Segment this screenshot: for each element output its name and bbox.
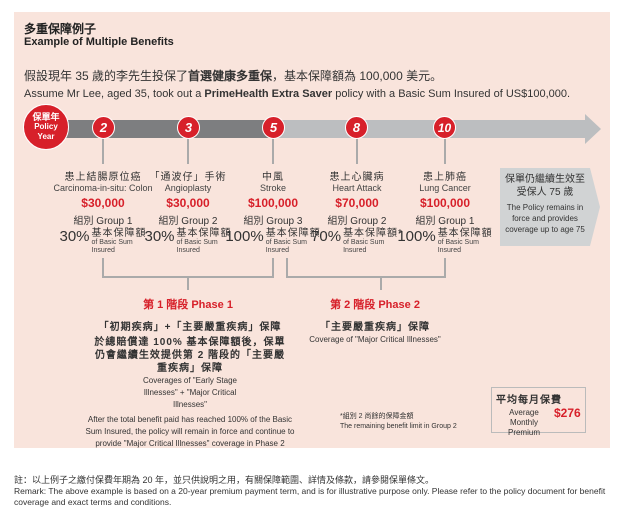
phase2-cn1: 「主要嚴重疾病」保障 bbox=[320, 322, 430, 333]
event-cn: 「通波仔」手術 bbox=[149, 172, 227, 183]
remark-cn: 註：以上例子之繳付保費年期為 20 年，並只供說明之用，有關保障範圍、詳情及條款… bbox=[14, 475, 435, 485]
phase2-text: 「主要嚴重疾病」保障 Coverage of "Major Critical I… bbox=[305, 318, 445, 344]
bracket-line bbox=[102, 258, 104, 278]
event-heart-attack: 患上心臟病 Heart Attack $70,000 組別 Group 2 70… bbox=[307, 168, 407, 255]
event-amount: $30,000 bbox=[81, 196, 125, 210]
event-amount: $100,000 bbox=[419, 196, 471, 210]
premium-box: 平均每月保費 Average Monthly Premium $276 bbox=[491, 387, 586, 437]
basic-cn: 基本保障額* bbox=[343, 228, 403, 239]
basic-en: of Basic Sum Insured bbox=[265, 239, 307, 254]
bracket-line bbox=[187, 276, 189, 290]
connector-line bbox=[444, 130, 446, 164]
bracket-line bbox=[286, 258, 288, 278]
event-pct: 70% bbox=[311, 228, 342, 245]
coverage-end-box: 保單仍繼續生效至受保人 75 歲 The Policy remains in f… bbox=[500, 168, 590, 246]
remark-en: Remark: The above example is based on a … bbox=[14, 486, 606, 507]
policy-year-cn: 保單年 bbox=[32, 112, 60, 122]
event-group: 組別 Group 2 bbox=[158, 216, 218, 227]
policy-year-badge: 保單年 Policy Year bbox=[23, 104, 69, 150]
premium-cn: 平均每月保費 bbox=[496, 395, 562, 406]
phase1-en2: After the total benefit paid has reached… bbox=[85, 415, 295, 448]
intro-cn-text: ，基本保障額為 100,000 美元。 bbox=[272, 69, 443, 83]
basic-en: of Basic Sum Insured bbox=[176, 239, 218, 254]
event-angioplasty: 「通波仔」手術 Angioplasty $30,000 組別 Group 2 3… bbox=[138, 168, 238, 255]
event-stroke: 中風 Stroke $100,000 組別 Group 3 100% 基本保障額 o… bbox=[223, 168, 323, 255]
event-en: Angioplasty bbox=[164, 183, 212, 193]
year-marker: 8 bbox=[345, 116, 368, 139]
event-pct: 30% bbox=[144, 228, 175, 245]
intro-en: Assume Mr Lee, aged 35, took out a Prime… bbox=[24, 88, 570, 100]
event-cn: 患上肺癌 bbox=[423, 172, 467, 183]
intro-cn-text: 假設現年 35 歲的李先生投保了 bbox=[24, 69, 189, 83]
event-cn: 患上結腸原位癌 bbox=[64, 172, 142, 183]
event-amount: $100,000 bbox=[247, 196, 299, 210]
event-group: 組別 Group 1 bbox=[415, 216, 475, 227]
event-pct: 100% bbox=[225, 228, 264, 245]
bracket-line bbox=[272, 258, 274, 278]
connector-line bbox=[356, 130, 358, 164]
event-amount: $70,000 bbox=[335, 196, 379, 210]
event-pct: 30% bbox=[59, 228, 90, 245]
event-lung-cancer: 患上肺癌 Lung Cancer $100,000 組別 Group 1 100… bbox=[395, 168, 495, 255]
basic-cn: 基本保障額 bbox=[265, 228, 321, 239]
footnote-en: The remaining benefit limit in Group 2 bbox=[340, 423, 457, 430]
phase1-cn2: 於總賠償達 100% 基本保障額後，保單仍會繼續生效提供第 2 階段的「主要嚴重… bbox=[94, 337, 286, 374]
event-en: Heart Attack bbox=[332, 183, 382, 193]
basic-en: of Basic Sum Insured bbox=[437, 239, 479, 254]
connector-line bbox=[102, 130, 104, 164]
coverage-end-arrow bbox=[590, 168, 600, 246]
event-group: 組別 Group 3 bbox=[243, 216, 303, 227]
event-group: 組別 Group 2 bbox=[327, 216, 387, 227]
event-cn: 中風 bbox=[262, 172, 284, 183]
phase2-label: 第 2 階段 Phase 2 bbox=[330, 299, 420, 311]
intro-cn: 假設現年 35 歲的李先生投保了首選健康多重保，基本保障額為 100,000 美… bbox=[24, 67, 442, 84]
event-group: 組別 Group 1 bbox=[73, 216, 133, 227]
event-pct: 100% bbox=[397, 228, 436, 245]
title-en: Example of Multiple Benefits bbox=[24, 36, 174, 48]
premium-en: Average Monthly Premium bbox=[507, 408, 540, 437]
policy-year-en: Policy Year bbox=[34, 122, 58, 141]
basic-cn: 基本保障額 bbox=[176, 228, 232, 239]
phase2-en1: Coverage of "Major Critical Illnesses" bbox=[309, 335, 441, 344]
connector-line bbox=[272, 130, 274, 164]
premium-amount: $276 bbox=[554, 406, 581, 420]
coverage-end-cn: 保單仍繼續生效至受保人 75 歲 bbox=[505, 174, 585, 198]
coverage-end-en: The Policy remains in force and provides… bbox=[505, 203, 585, 234]
basic-en: of Basic Sum Insured bbox=[91, 239, 133, 254]
title-cn: 多重保障例子 bbox=[24, 22, 97, 36]
event-colon: 患上結腸原位癌 Carcinoma-in-situ: Colon $30,000… bbox=[53, 168, 153, 255]
phase1-text: 「初期疾病」+「主要嚴重疾病」保障 於總賠償達 100% 基本保障額後，保單仍會… bbox=[80, 318, 300, 450]
product-name-en: PrimeHealth Extra Saver bbox=[204, 88, 333, 100]
footnote-cn: *組別 2 尚餘的保障金額 bbox=[340, 413, 414, 420]
footnote: *組別 2 尚餘的保障金額 The remaining benefit limi… bbox=[340, 412, 457, 432]
event-amount: $30,000 bbox=[166, 196, 210, 210]
phase1-label: 第 1 階段 Phase 1 bbox=[143, 299, 233, 311]
basic-cn: 基本保障額 bbox=[91, 228, 147, 239]
phase1-cn1: 「初期疾病」+「主要嚴重疾病」保障 bbox=[98, 322, 282, 333]
phase1-en1: Coverages of "Early Stage Illnesses" + "… bbox=[143, 376, 237, 409]
year-marker: 10 bbox=[433, 116, 456, 139]
year-marker: 5 bbox=[262, 116, 285, 139]
year-marker: 3 bbox=[177, 116, 200, 139]
intro-en-text: Assume Mr Lee, aged 35, took out a bbox=[24, 88, 205, 100]
timeline-bar-phase2 bbox=[275, 120, 585, 138]
event-en: Stroke bbox=[259, 183, 286, 193]
bracket-line bbox=[444, 258, 446, 278]
bracket-line bbox=[286, 276, 446, 278]
event-en: Lung Cancer bbox=[419, 183, 471, 193]
connector-line bbox=[187, 130, 189, 164]
event-cn: 患上心臟病 bbox=[329, 172, 385, 183]
product-name-cn: 首選健康多重保 bbox=[188, 69, 273, 83]
timeline-arrow-head bbox=[585, 114, 601, 144]
event-en: Carcinoma-in-situ: Colon bbox=[53, 183, 153, 193]
basic-cn: 基本保障額 bbox=[437, 228, 493, 239]
intro-en-text: policy with a Basic Sum Insured of US$10… bbox=[332, 88, 571, 100]
year-marker: 2 bbox=[92, 116, 115, 139]
basic-en: of Basic Sum Insured bbox=[343, 239, 385, 254]
bracket-line bbox=[380, 276, 382, 290]
